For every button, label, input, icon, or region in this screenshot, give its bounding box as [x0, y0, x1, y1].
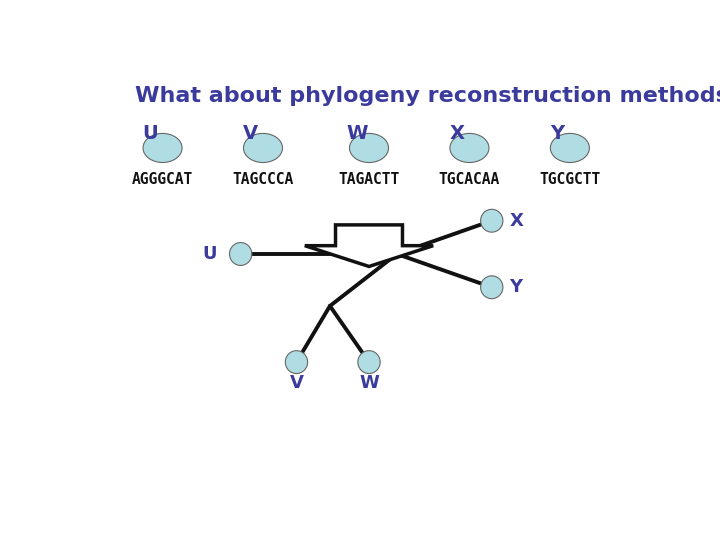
Text: U: U	[203, 245, 217, 263]
Ellipse shape	[358, 350, 380, 374]
Text: Y: Y	[510, 278, 523, 296]
Text: AGGGCAT: AGGGCAT	[132, 172, 193, 187]
Text: X: X	[450, 124, 464, 143]
Ellipse shape	[550, 133, 590, 163]
Ellipse shape	[243, 133, 282, 163]
Text: TAGACTT: TAGACTT	[338, 172, 400, 187]
Ellipse shape	[480, 210, 503, 232]
Ellipse shape	[349, 133, 389, 163]
Text: W: W	[359, 374, 379, 392]
Text: TGCGCTT: TGCGCTT	[539, 172, 600, 187]
Ellipse shape	[480, 276, 503, 299]
Polygon shape	[305, 225, 433, 266]
Text: Y: Y	[551, 124, 564, 143]
Text: What about phylogeny reconstruction methods?: What about phylogeny reconstruction meth…	[135, 86, 720, 106]
Text: TGCACAA: TGCACAA	[438, 172, 500, 187]
Text: U: U	[143, 124, 158, 143]
Text: X: X	[510, 212, 523, 230]
Text: W: W	[346, 124, 367, 143]
Ellipse shape	[450, 133, 489, 163]
Text: V: V	[243, 124, 258, 143]
Text: TAGCCCA: TAGCCCA	[233, 172, 294, 187]
Ellipse shape	[143, 133, 182, 163]
Ellipse shape	[230, 242, 252, 266]
Ellipse shape	[285, 350, 307, 374]
Text: V: V	[289, 374, 303, 392]
